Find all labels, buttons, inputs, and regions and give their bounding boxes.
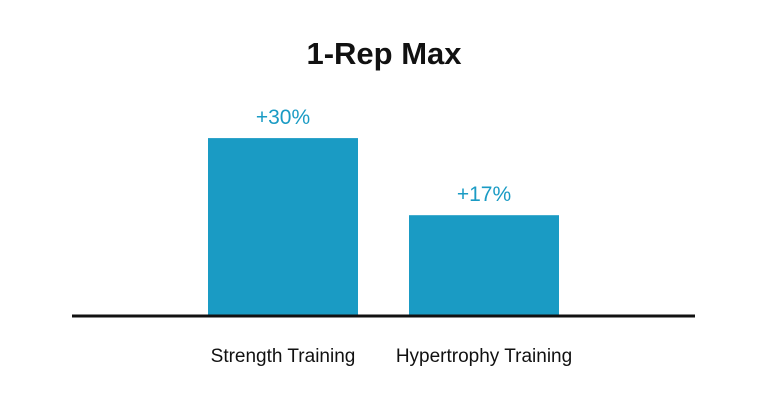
data-label-hypertrophy-training: +17%: [457, 183, 511, 206]
data-label-strength-training: +30%: [256, 106, 310, 129]
data-labels-group: +30% +17%: [256, 106, 511, 206]
x-tick-label-strength-training: Strength Training: [211, 346, 356, 367]
bar-strength-training: [208, 138, 358, 316]
x-tick-labels-group: Strength Training Hypertrophy Training: [211, 346, 573, 367]
chart-title: 1-Rep Max: [306, 36, 462, 71]
x-tick-label-hypertrophy-training: Hypertrophy Training: [396, 346, 572, 367]
bars-group: [208, 138, 559, 316]
bar-hypertrophy-training: [409, 215, 559, 316]
